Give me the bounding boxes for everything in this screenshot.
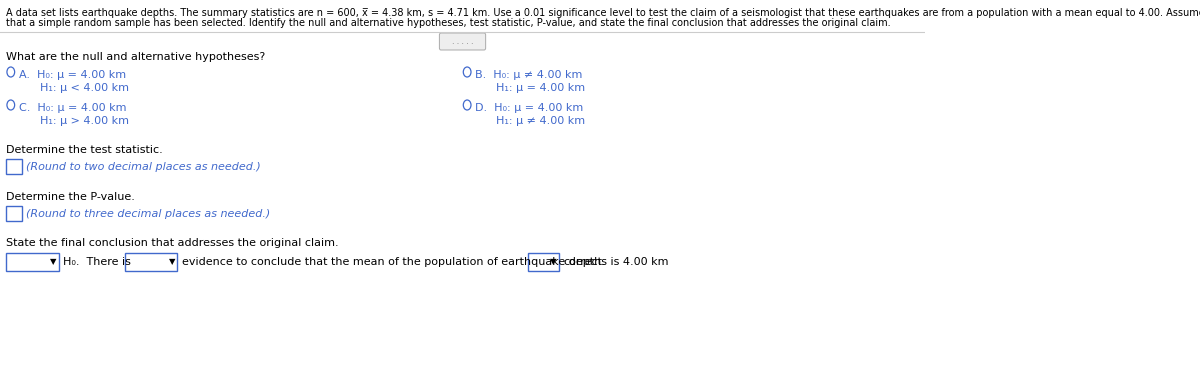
Text: ▼: ▼ [49,257,56,266]
Text: ▼: ▼ [168,257,175,266]
FancyBboxPatch shape [439,33,486,50]
Text: H₁: μ < 4.00 km: H₁: μ < 4.00 km [18,83,128,93]
FancyBboxPatch shape [6,159,22,174]
FancyBboxPatch shape [125,253,178,271]
Text: . . . . .: . . . . . [452,37,473,46]
FancyBboxPatch shape [6,253,59,271]
Text: evidence to conclude that the mean of the population of earthquake depths is 4.0: evidence to conclude that the mean of th… [182,257,668,267]
Text: B.  H₀: μ ≠ 4.00 km: B. H₀: μ ≠ 4.00 km [475,70,582,80]
Text: State the final conclusion that addresses the original claim.: State the final conclusion that addresse… [6,238,338,248]
Text: (Round to two decimal places as needed.): (Round to two decimal places as needed.) [26,161,260,171]
Text: D.  H₀: μ = 4.00 km: D. H₀: μ = 4.00 km [475,103,583,112]
Text: A.  H₀: μ = 4.00 km: A. H₀: μ = 4.00 km [18,70,126,80]
Text: correct.: correct. [564,257,606,267]
Text: H₁: μ = 4.00 km: H₁: μ = 4.00 km [475,83,584,93]
FancyBboxPatch shape [6,206,22,221]
Text: Determine the P-value.: Determine the P-value. [6,192,136,202]
Text: H₁: μ > 4.00 km: H₁: μ > 4.00 km [18,115,128,125]
Text: Determine the test statistic.: Determine the test statistic. [6,145,163,155]
Text: A data set lists earthquake depths. The summary statistics are n = 600, x̅ = 4.3: A data set lists earthquake depths. The … [6,8,1200,18]
Text: C.  H₀: μ = 4.00 km: C. H₀: μ = 4.00 km [18,103,126,112]
Text: that a simple random sample has been selected. Identify the null and alternative: that a simple random sample has been sel… [6,18,890,28]
Text: (Round to three decimal places as needed.): (Round to three decimal places as needed… [26,208,270,218]
Text: H₁: μ ≠ 4.00 km: H₁: μ ≠ 4.00 km [475,115,584,125]
Text: ▼: ▼ [550,257,557,266]
Text: H₀.  There is: H₀. There is [64,257,131,267]
Text: What are the null and alternative hypotheses?: What are the null and alternative hypoth… [6,52,265,62]
FancyBboxPatch shape [528,253,559,271]
